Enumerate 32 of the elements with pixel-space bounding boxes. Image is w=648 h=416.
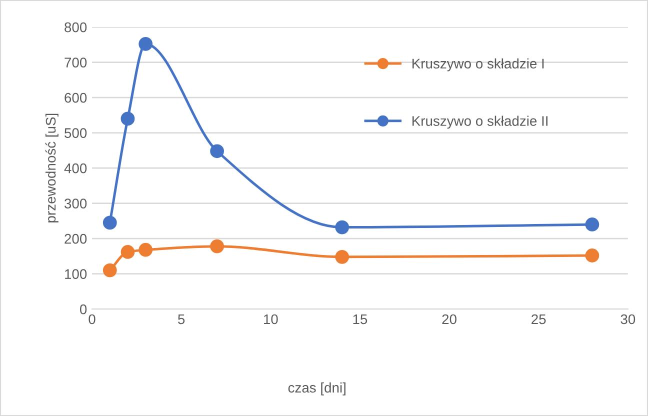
x-axis-title: czas [dni] <box>288 382 346 396</box>
y-axis-title: przewodność [uS] <box>45 114 58 222</box>
point <box>585 248 600 262</box>
x-tick-label: 5 <box>178 314 185 324</box>
y-tick-label: 0 <box>80 304 87 314</box>
legend-label: Kruszywo o składzie II <box>412 116 548 129</box>
y-tick-label: 200 <box>64 234 87 244</box>
point <box>585 218 600 232</box>
y-tick-label: 700 <box>64 58 87 68</box>
x-tick-label: 0 <box>88 314 96 324</box>
point <box>210 239 224 254</box>
x-tick-label: 30 <box>620 314 636 324</box>
y-tick-label: 100 <box>65 269 87 279</box>
y-tick-label: 600 <box>64 92 87 103</box>
y-tick-label: 400 <box>64 163 87 174</box>
x-tick-label: 10 <box>264 314 278 324</box>
y-tick-label: 800 <box>64 22 87 32</box>
point <box>120 112 135 126</box>
y-tick-label: 500 <box>64 128 87 138</box>
point <box>102 216 117 230</box>
point <box>138 37 153 51</box>
x-tick-label: 20 <box>442 314 456 324</box>
x-tick-label: 25 <box>532 314 546 324</box>
legend-label: Kruszywo o składzie I <box>412 58 544 72</box>
x-tick-label: 15 <box>353 314 368 324</box>
point <box>335 220 350 234</box>
point <box>102 263 117 278</box>
point <box>335 250 350 264</box>
point <box>138 242 153 257</box>
y-tick-label: 300 <box>64 198 87 208</box>
point <box>210 144 224 158</box>
point <box>120 245 135 259</box>
